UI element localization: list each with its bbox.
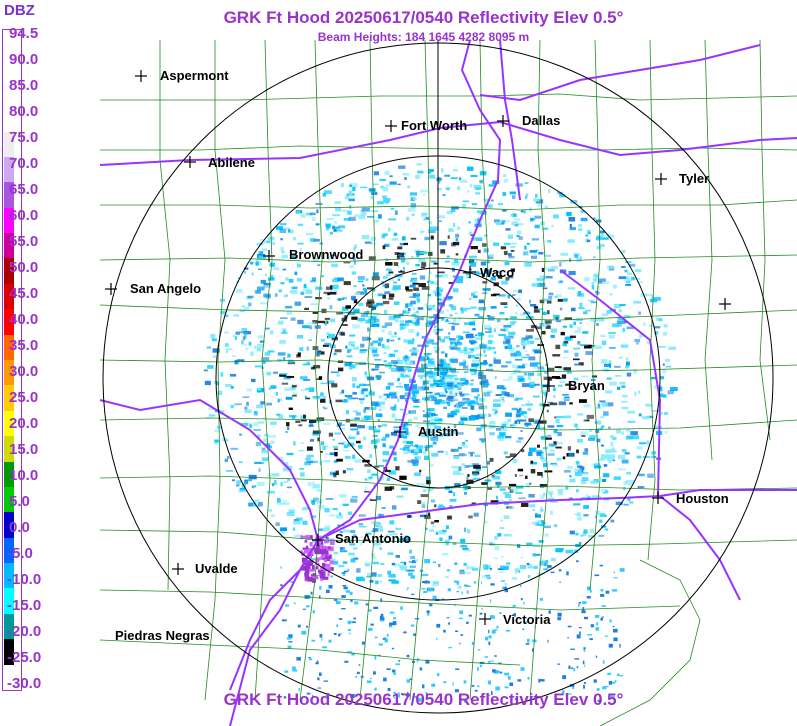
legend-color-swatch: [4, 410, 14, 437]
legend-color-swatch: [4, 233, 14, 259]
legend-color-swatch: [4, 486, 14, 513]
legend-tick-label: -10.0: [7, 571, 42, 588]
legend-color-swatch: [4, 639, 14, 666]
legend-tick-label: 65.0: [9, 181, 39, 198]
legend-tick-label: 10.0: [9, 467, 39, 484]
legend-color-swatch: [4, 309, 14, 336]
legend-color-swatch: [4, 334, 14, 361]
city-label-san-antonio: San Antonio: [335, 531, 412, 546]
legend-tick-label: 35.0: [9, 337, 39, 354]
legend-color-swatch: [4, 385, 14, 412]
city-label-san-angelo: San Angelo: [130, 281, 202, 296]
legend-color-swatch: [4, 588, 14, 615]
county-boundaries: [99, 39, 797, 726]
beam-heights-subtitle: Beam Heights: 184 1645 4282 8095 m: [317, 30, 530, 44]
legend-color-swatch: [4, 106, 14, 133]
city-label-fort-worth: Fort Worth: [401, 118, 468, 133]
city-markers: [105, 70, 731, 625]
map-footer-title: GRK Ft Hood 20250617/0540 Reflectivity E…: [223, 690, 624, 709]
legend-color-swatch: [4, 182, 14, 209]
city-label-aspermont: Aspermont: [160, 68, 229, 83]
legend-tick-label: 0.0: [9, 519, 30, 536]
radar-site-marker: [436, 376, 440, 380]
map-title: GRK Ft Hood 20250617/0540 Reflectivity E…: [223, 8, 624, 27]
legend-unit-label: DBZ: [4, 2, 35, 19]
legend-color-swatch: [4, 30, 14, 56]
color-scale-legend: [2, 29, 22, 691]
legend-color-swatch: [4, 131, 14, 158]
legend-tick-label: 45.0: [9, 285, 39, 302]
legend-tick-label: -15.0: [7, 597, 42, 614]
reflectivity-echoes: [203, 163, 678, 703]
legend-tick-label: 25.0: [9, 389, 39, 406]
legend-tick-label: 5.0: [9, 493, 30, 510]
legend-tick-label: -25.0: [7, 649, 42, 666]
legend-color-swatch: [4, 55, 14, 82]
legend-tick-label: 60.0: [9, 207, 39, 224]
legend-tick-label: 15.0: [9, 441, 39, 458]
city-label-austin: Austin: [418, 424, 459, 439]
legend-tick-label: 30.0: [9, 363, 39, 380]
city-label-bryan: Bryan: [568, 378, 605, 393]
legend-tick-label: 55.0: [9, 233, 39, 250]
legend-tick-label: 20.0: [9, 415, 39, 432]
legend-tick-label: 40.0: [9, 311, 39, 328]
city-label-uvalde: Uvalde: [195, 561, 238, 576]
legend-tick-label: 90.0: [9, 51, 39, 68]
city-label-abilene: Abilene: [208, 155, 255, 170]
legend-color-swatch: [4, 537, 14, 564]
legend-color-swatch: [4, 461, 14, 488]
legend-color-swatch: [4, 258, 14, 285]
legend-color-swatch: [4, 360, 14, 386]
legend-tick-label: 75.0: [9, 129, 39, 146]
city-label-waco: Waco: [480, 265, 515, 280]
legend-tick-label: -5.0: [7, 545, 33, 562]
legend-color-swatch: [4, 283, 14, 310]
legend-tick-label: -20.0: [7, 623, 42, 640]
city-label-victoria: Victoria: [503, 612, 551, 627]
legend-color-swatch: [4, 664, 14, 691]
highways: [99, 39, 797, 726]
city-label-brownwood: Brownwood: [289, 247, 364, 262]
city-label-dallas: Dallas: [522, 113, 561, 128]
legend-tick-label: 80.0: [9, 103, 39, 120]
legend-tick-label: -30.0: [7, 675, 42, 692]
legend-color-swatch: [4, 207, 14, 234]
legend-tick-label: 85.0: [9, 77, 39, 94]
legend-color-swatch: [4, 512, 14, 539]
city-label-piedras-negras: Piedras Negras: [115, 628, 210, 643]
legend-tick-label: 94.5: [9, 25, 39, 42]
city-label-tyler: Tyler: [679, 171, 710, 186]
legend-color-swatch: [4, 156, 14, 183]
legend-color-swatch: [4, 436, 14, 463]
legend-color-swatch: [4, 80, 14, 107]
legend-color-swatch: [4, 563, 14, 589]
city-label-houston: Houston: [676, 491, 729, 506]
legend-tick-label: 50.0: [9, 259, 39, 276]
legend-color-swatch: [4, 613, 14, 640]
legend-tick-label: 70.0: [9, 155, 39, 172]
